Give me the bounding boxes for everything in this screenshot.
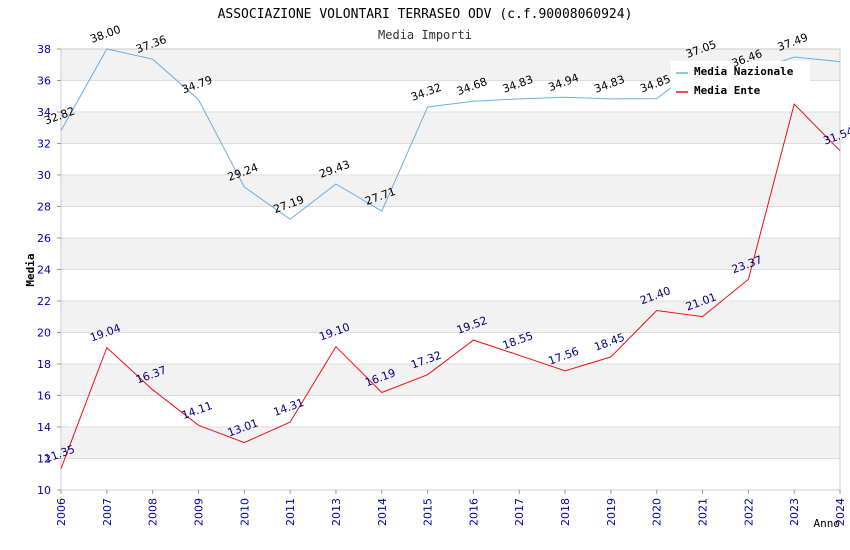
x-tick-label: 2007 [101,498,114,526]
legend-label-nazionale: Media Nazionale [694,65,794,78]
x-tick-label: 2009 [192,498,205,526]
y-tick-label: 24 [37,264,51,277]
band [61,458,840,490]
legend-box [671,61,810,103]
y-tick-label: 10 [37,484,51,497]
y-tick-label: 20 [37,327,51,340]
x-axis-ticks: 2006 2007 2008 2009 2010 2011 2013 2014 2015 2016… [55,490,847,526]
plot-background-bands [61,49,840,490]
x-tick-label: 2013 [330,498,343,526]
chart-title: ASSOCIAZIONE VOLONTARI TERRASEO ODV (c.f… [218,7,633,22]
x-tick-label: 2019 [605,498,618,526]
band [61,206,840,238]
x-tick-label: 2017 [513,498,526,526]
band [61,269,840,301]
series-line-ente [60,103,841,469]
x-tick-label: 2021 [697,498,710,526]
x-tick-label: 2022 [742,498,755,526]
x-tick-label: 2016 [467,498,480,526]
y-tick-label: 32 [37,138,51,151]
band [61,301,840,333]
band [61,238,840,270]
band [61,112,840,144]
x-tick-label: 2020 [651,498,664,526]
y-tick-label: 26 [37,232,51,245]
x-tick-label: 2024 [834,498,847,526]
data-label: 38.00 [88,23,122,46]
x-tick-label: 2018 [559,498,572,526]
y-tick-label: 30 [37,169,51,182]
x-axis-title: Anno [814,517,841,530]
x-tick-label: 2014 [376,498,389,526]
x-tick-label: 2010 [238,498,251,526]
band [61,175,840,207]
x-tick-label: 2006 [55,498,68,526]
y-tick-label: 16 [37,390,51,403]
y-axis-title: Media [24,253,37,286]
x-tick-label: 2008 [147,498,160,526]
chart-subtitle: Media Importi [378,28,472,42]
x-tick-label: 2023 [788,498,801,526]
band [61,427,840,459]
y-tick-label: 34 [37,106,51,119]
y-tick-label: 22 [37,295,51,308]
x-tick-label: 2011 [284,498,297,526]
y-tick-label: 28 [37,201,51,214]
y-tick-label: 38 [37,43,51,56]
x-tick-label: 2015 [422,498,435,526]
legend: Media Nazionale Media Ente [671,61,810,103]
y-tick-label: 36 [37,75,51,88]
band [61,395,840,427]
legend-label-ente: Media Ente [694,84,761,97]
y-tick-label: 18 [37,358,51,371]
y-tick-label: 14 [37,421,51,434]
band [61,332,840,364]
band [61,364,840,396]
y-tick-label: 12 [37,453,51,466]
y-axis-ticks: 10 12 14 16 18 20 22 24 26 28 30 32 34 36 38 [37,43,61,497]
band [61,143,840,175]
